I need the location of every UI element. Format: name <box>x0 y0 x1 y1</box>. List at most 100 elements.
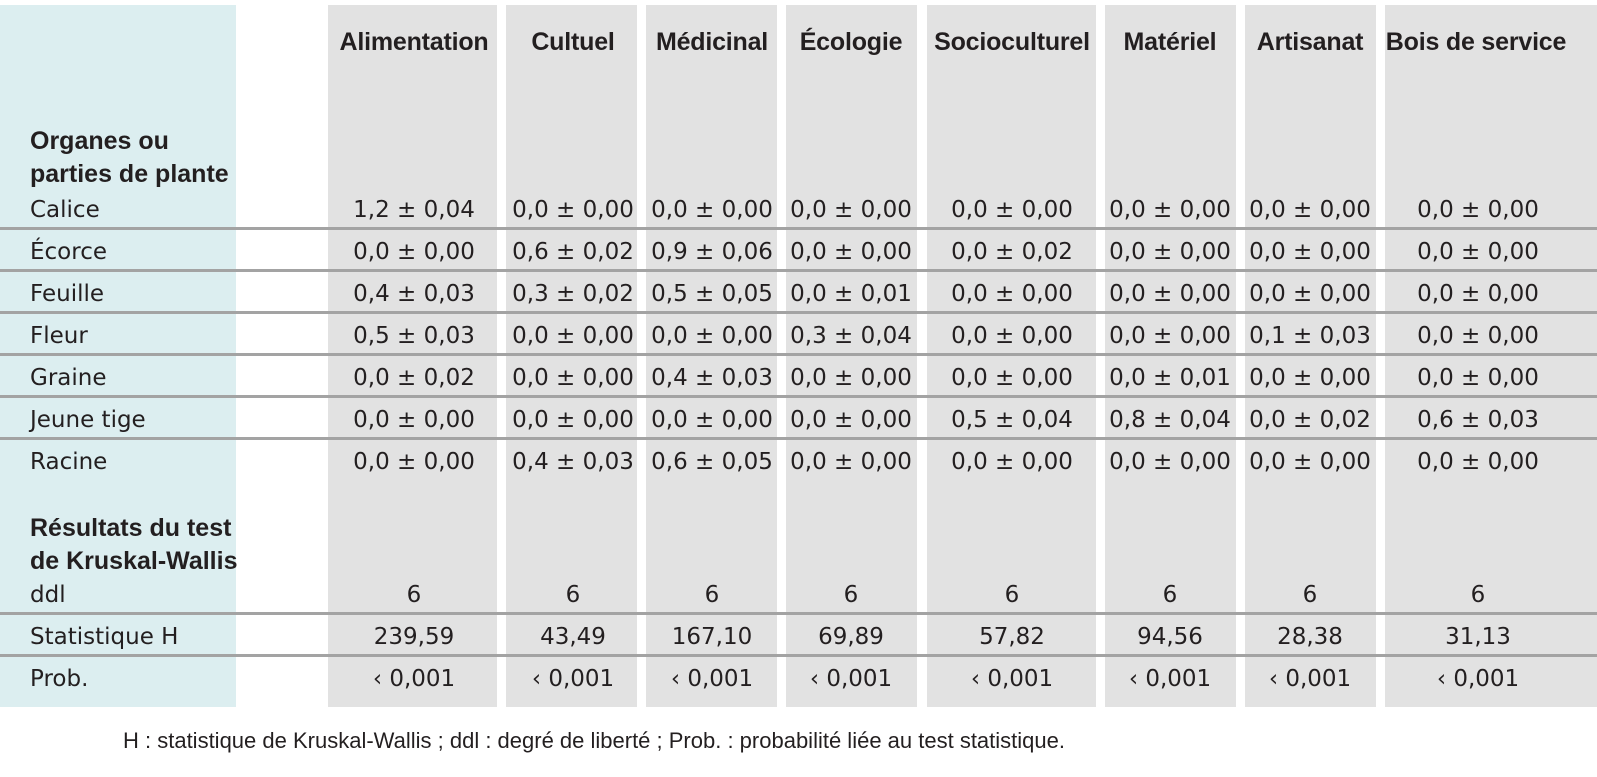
table-cell: 6 <box>1004 582 1020 608</box>
section-title-test-line-1: Résultats du test <box>30 514 232 542</box>
table-cell: 0,0 ± 0,00 <box>353 449 475 475</box>
table-cell: ‹ 0,001 <box>372 666 456 692</box>
table-cell: 0,6 ± 0,03 <box>1417 407 1539 433</box>
table-cell: ‹ 0,001 <box>531 666 615 692</box>
table-cell: 0,0 ± 0,00 <box>1249 281 1371 307</box>
table-cell: 0,5 ± 0,05 <box>651 281 773 307</box>
table-cell: 167,10 <box>671 624 753 650</box>
table-cell: 0,0 ± 0,00 <box>651 323 773 349</box>
section-title-organs-line-1: Organes ou <box>30 127 169 155</box>
table-cell: 0,0 ± 0,01 <box>1109 365 1231 391</box>
row-separator <box>0 437 1597 440</box>
section-title-organs-line-2: parties de plante <box>30 160 229 188</box>
table-cell: 0,0 ± 0,00 <box>1109 281 1231 307</box>
table-cell: 0,0 ± 0,00 <box>512 407 634 433</box>
table-cell: 6 <box>843 582 859 608</box>
table-cell: 0,0 ± 0,00 <box>790 197 912 223</box>
table-cell: 0,0 ± 0,00 <box>951 281 1073 307</box>
table-cell: 0,0 ± 0,00 <box>1417 449 1539 475</box>
table-cell: 0,0 ± 0,00 <box>1249 239 1371 265</box>
row-label: Calice <box>30 197 100 223</box>
table-cell: 0,0 ± 0,00 <box>1109 323 1231 349</box>
table-cell: 0,4 ± 0,03 <box>353 281 475 307</box>
table-cell: 69,89 <box>818 624 884 650</box>
column-header: Bois de service <box>1385 28 1567 56</box>
column-header: Médicinal <box>655 28 769 56</box>
table-cell: ‹ 0,001 <box>809 666 893 692</box>
table-cell: 0,0 ± 0,00 <box>512 365 634 391</box>
table-cell: 0,0 ± 0,00 <box>951 449 1073 475</box>
table-cell: 0,0 ± 0,01 <box>790 281 912 307</box>
table-cell: 0,0 ± 0,00 <box>1249 449 1371 475</box>
data-column-background <box>1385 5 1597 707</box>
table-cell: 0,4 ± 0,03 <box>651 365 773 391</box>
data-column-background <box>328 5 497 707</box>
table-cell: 0,0 ± 0,00 <box>651 407 773 433</box>
table-cell: 0,0 ± 0,00 <box>790 365 912 391</box>
data-column-background <box>927 5 1096 707</box>
table-cell: 0,0 ± 0,00 <box>1417 197 1539 223</box>
data-column-background <box>786 5 917 707</box>
table-cell: 0,0 ± 0,00 <box>951 365 1073 391</box>
table-cell: 31,13 <box>1445 624 1511 650</box>
row-label: Jeune tige <box>30 407 146 433</box>
table-cell: 0,0 ± 0,00 <box>1249 365 1371 391</box>
row-separator <box>0 269 1597 272</box>
table-cell: 0,4 ± 0,03 <box>512 449 634 475</box>
table-cell: 0,5 ± 0,04 <box>951 407 1073 433</box>
table-cell: ‹ 0,001 <box>1436 666 1520 692</box>
table-cell: 0,0 ± 0,00 <box>651 197 773 223</box>
table-cell: 0,0 ± 0,02 <box>1249 407 1371 433</box>
table-cell: 0,0 ± 0,00 <box>1109 239 1231 265</box>
table-cell: 0,1 ± 0,03 <box>1249 323 1371 349</box>
column-header: Écologie <box>799 28 903 56</box>
table-cell: 0,0 ± 0,00 <box>1417 323 1539 349</box>
table-cell: 0,0 ± 0,00 <box>512 197 634 223</box>
row-label: Prob. <box>30 666 89 692</box>
table-cell: 0,0 ± 0,00 <box>1249 197 1371 223</box>
table-cell: 6 <box>704 582 720 608</box>
table-cell: 0,9 ± 0,06 <box>651 239 773 265</box>
table-cell: 0,0 ± 0,00 <box>353 239 475 265</box>
column-header: Cultuel <box>531 28 615 56</box>
table-cell: 0,0 ± 0,00 <box>353 407 475 433</box>
row-separator <box>0 654 1597 657</box>
table-cell: 0,0 ± 0,00 <box>790 449 912 475</box>
table-cell: 6 <box>1302 582 1318 608</box>
table-cell: ‹ 0,001 <box>1128 666 1212 692</box>
table-cell: 0,0 ± 0,00 <box>951 323 1073 349</box>
table-cell: 0,6 ± 0,05 <box>651 449 773 475</box>
column-header: Socioculturel <box>934 28 1090 56</box>
table-cell: 28,38 <box>1277 624 1343 650</box>
data-column-background <box>646 5 777 707</box>
table-cell: ‹ 0,001 <box>970 666 1054 692</box>
table-cell: 6 <box>406 582 422 608</box>
section-title-test: Résultats du test de Kruskal-Wallis <box>30 512 237 578</box>
table-cell: 0,0 ± 0,00 <box>1109 197 1231 223</box>
data-column-background <box>1245 5 1376 707</box>
row-separator <box>0 612 1597 615</box>
table-cell: 0,3 ± 0,02 <box>512 281 634 307</box>
table-cell: 0,5 ± 0,03 <box>353 323 475 349</box>
table-cell: 239,59 <box>373 624 455 650</box>
row-separator <box>0 311 1597 314</box>
table-cell: 6 <box>1470 582 1486 608</box>
table-cell: 94,56 <box>1137 624 1203 650</box>
table-cell: 0,0 ± 0,00 <box>1109 449 1231 475</box>
table-cell: 0,8 ± 0,04 <box>1109 407 1231 433</box>
column-header: Matériel <box>1123 28 1217 56</box>
table-cell: 0,0 ± 0,00 <box>790 239 912 265</box>
table-cell: 0,0 ± 0,02 <box>951 239 1073 265</box>
table-cell: 0,6 ± 0,02 <box>512 239 634 265</box>
table-cell: 0,3 ± 0,04 <box>790 323 912 349</box>
table-cell: 43,49 <box>540 624 606 650</box>
table-cell: 6 <box>565 582 581 608</box>
row-label: Racine <box>30 449 108 475</box>
table-cell: 0,0 ± 0,02 <box>353 365 475 391</box>
row-label: Statistique H <box>30 624 179 650</box>
table-footnote: H : statistique de Kruskal-Wallis ; ddl … <box>123 728 1065 753</box>
column-header: Alimentation <box>339 28 489 56</box>
row-separator <box>0 353 1597 356</box>
table-cell: 0,0 ± 0,00 <box>1417 239 1539 265</box>
table-cell: 6 <box>1162 582 1178 608</box>
